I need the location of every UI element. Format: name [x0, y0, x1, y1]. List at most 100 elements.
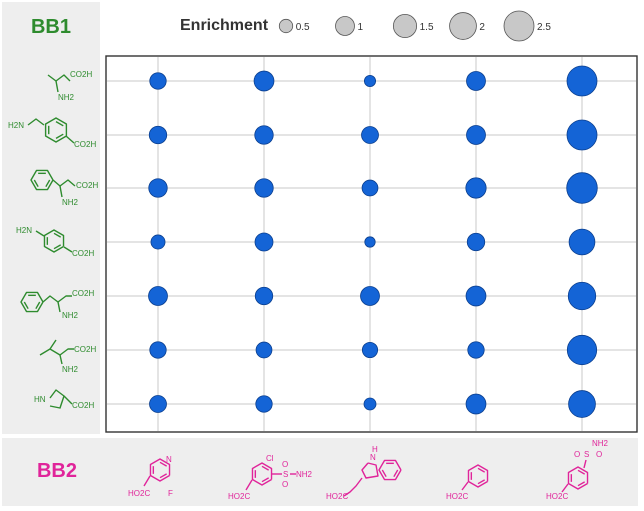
bubble-point [150, 234, 166, 250]
bubble-point [254, 232, 274, 252]
bubble-point [466, 125, 486, 145]
bond [39, 339, 57, 356]
ring-bond [55, 133, 64, 140]
atom-label: HO2C [326, 492, 348, 501]
bubble-point [254, 178, 274, 198]
ring [467, 464, 489, 488]
bubble-point [253, 70, 275, 92]
ring-bond [23, 301, 29, 310]
atom-label: HO2C [128, 489, 150, 498]
ring [20, 291, 44, 313]
legend-marker [392, 13, 418, 39]
ring-bond [55, 120, 64, 127]
molecule-bb1-phenylglycine: CO2H NH2 [30, 169, 98, 207]
bubble-point [465, 177, 487, 199]
bubble-point [254, 286, 274, 306]
atom-label: S [584, 450, 589, 459]
bond [65, 135, 75, 144]
ring [30, 169, 54, 191]
bubble-point [255, 341, 273, 359]
legend-title: Enrichment [180, 17, 269, 34]
bubble-point [568, 390, 596, 418]
molecule-bb1-aminomethylbenzoic: H2N CO2H [8, 117, 96, 149]
bubble-point [466, 232, 486, 252]
ring-bond [53, 244, 62, 250]
bond [561, 483, 569, 493]
atom-label: O [282, 480, 288, 489]
atom-label: N [370, 453, 376, 462]
bb2-panel: BB2 [2, 438, 638, 506]
molecule-bb2-fluoronicotinic: N F HO2C [128, 455, 173, 498]
bb2-title: BB2 [36, 460, 77, 482]
ring-bond [261, 477, 270, 483]
ring-bond [35, 301, 41, 310]
bubble-point [148, 286, 168, 306]
bubble-point [149, 395, 167, 413]
bond [35, 230, 45, 237]
bubble-point [566, 334, 598, 366]
bb1-title: BB1 [30, 16, 71, 38]
legend-label: 0.5 [296, 22, 310, 33]
legend-label: 2.5 [537, 22, 551, 33]
atom-label: CO2H [72, 289, 94, 298]
bond [245, 479, 253, 491]
ring [567, 466, 589, 490]
atom-label: NH2 [62, 311, 79, 320]
ring [43, 229, 65, 253]
bubble-point [360, 286, 380, 306]
atom-label: CO2H [74, 345, 96, 354]
atom-label: CO2H [74, 140, 96, 149]
bond [461, 481, 469, 491]
bond [343, 477, 363, 497]
atom-label: HN [34, 395, 46, 404]
bond [59, 185, 63, 198]
legend-label: 1.5 [420, 22, 434, 33]
bubble-point [148, 125, 168, 145]
molecule-bb2-benzoic: HO2C [446, 464, 489, 501]
bond [49, 389, 65, 409]
atom-label: H2N [8, 121, 24, 130]
bubble-point [465, 285, 487, 307]
bond [27, 118, 45, 126]
legend-marker [335, 16, 355, 36]
ring-bond [477, 479, 486, 485]
bubble-point [566, 172, 598, 204]
bubble-point [254, 125, 274, 145]
bubble-point [466, 71, 486, 91]
ring-bond [53, 232, 62, 238]
bubble-point [566, 65, 598, 97]
ring-bond [393, 469, 399, 478]
ring-bond [477, 467, 486, 473]
bond [63, 395, 73, 405]
atom-label: HO2C [228, 492, 250, 501]
molecule-bb1-aminobenzoic: H2N CO2H [16, 226, 94, 258]
bubble-point [568, 228, 596, 256]
atom-label: F [168, 489, 173, 498]
legend-marker [278, 18, 294, 34]
bond [63, 246, 73, 253]
atom-label: N [166, 455, 172, 464]
atom-label: S [283, 470, 288, 479]
molecule-bb2-chlorosulfamoyl: Cl SO O NH2 HO2C [228, 454, 313, 501]
atom-label: CO2H [72, 401, 94, 410]
ring [251, 462, 273, 486]
atom-label: H [372, 445, 378, 454]
atom-label: CO2H [72, 249, 94, 258]
atom-label: NH2 [62, 198, 79, 207]
bond [583, 459, 587, 469]
ring-bond [381, 469, 387, 478]
atom-label: NH2 [58, 93, 75, 102]
atom-label: NH2 [62, 365, 79, 374]
ring-bond [159, 461, 168, 467]
bond [52, 179, 76, 187]
molecule-bb1-proline: HN CO2H [34, 389, 94, 410]
bubble-point [255, 395, 273, 413]
atom-label: NH2 [592, 439, 609, 448]
bubble-point [148, 178, 168, 198]
bb1-panel: BB1 [2, 2, 100, 434]
bubble-point [364, 236, 376, 248]
bond [49, 348, 74, 356]
ring-bond [159, 473, 168, 479]
